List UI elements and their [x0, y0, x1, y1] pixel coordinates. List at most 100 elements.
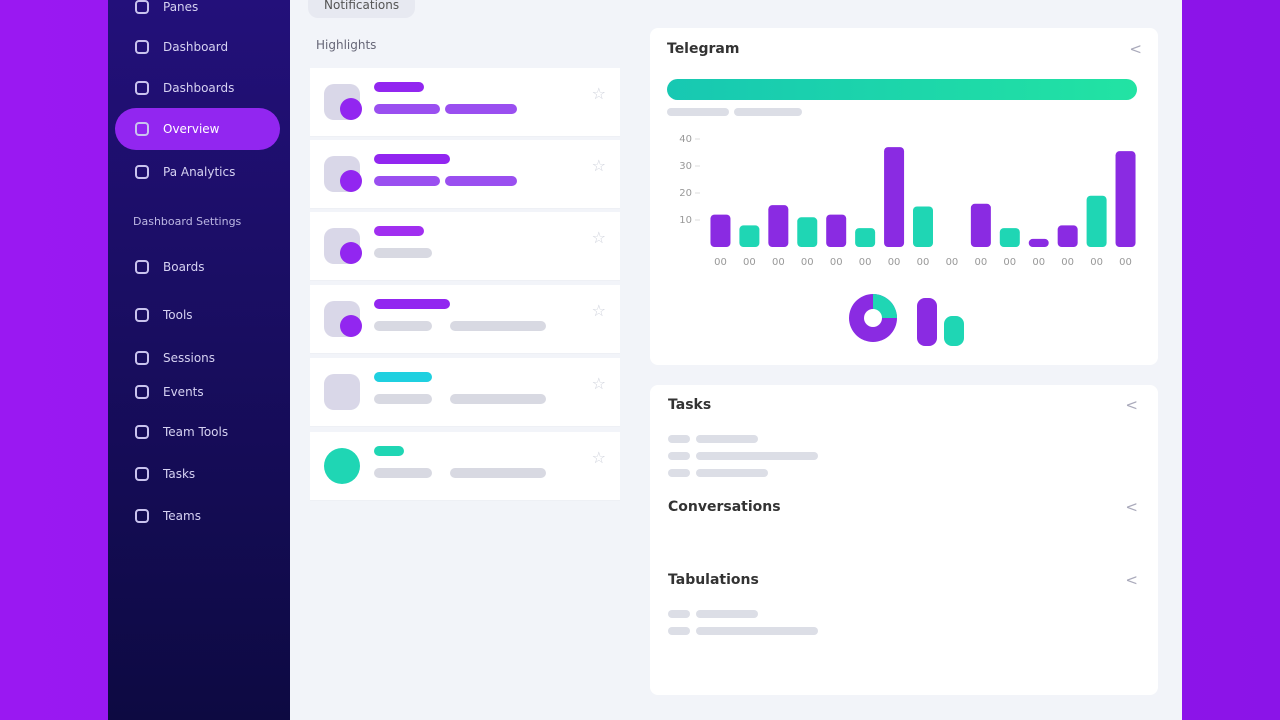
bar	[710, 214, 731, 247]
mini-bar	[944, 316, 964, 346]
nav-icon	[135, 122, 149, 136]
nav-label: Events	[163, 385, 204, 399]
placeholder	[696, 627, 818, 635]
placeholder	[734, 108, 802, 116]
x-tick-label: 00	[917, 257, 930, 268]
star[interactable]: ☆	[591, 374, 606, 393]
nav-icon	[135, 165, 149, 179]
nav-item[interactable]: Boards	[115, 246, 280, 288]
nav-label: Boards	[163, 260, 205, 274]
progress	[667, 79, 1137, 100]
x-tick-label: 00	[1061, 257, 1074, 268]
tab[interactable]: Notifications	[308, 0, 416, 18]
card-line	[374, 176, 440, 186]
star[interactable]: ☆	[591, 156, 606, 175]
nav-item[interactable]: Teams	[115, 495, 280, 537]
nav-icon	[135, 260, 149, 274]
bar	[884, 147, 905, 247]
y-tick-label: 20	[679, 188, 692, 199]
nav-icon	[135, 40, 149, 54]
share[interactable]: <	[1125, 571, 1138, 589]
x-tick-label: 00	[714, 257, 727, 268]
x-tick-label: 00	[830, 257, 843, 268]
nav-item[interactable]: Panes	[115, 0, 280, 28]
star[interactable]: ☆	[591, 84, 606, 103]
list-card[interactable]: ☆	[310, 212, 620, 281]
y-tick-label: 30	[679, 161, 692, 172]
placeholder	[668, 469, 690, 477]
card-line	[374, 226, 424, 236]
placeholder	[667, 108, 729, 116]
card-dot	[340, 98, 362, 120]
card-icon	[324, 374, 360, 410]
nav-item[interactable]: Pa Analytics	[115, 151, 280, 193]
share[interactable]: <	[1125, 498, 1138, 516]
placeholder	[696, 469, 768, 477]
list-card[interactable]: ☆	[310, 432, 620, 501]
y-tick-label: 40	[679, 134, 692, 145]
nav-label: Team Tools	[163, 425, 229, 439]
card-line	[445, 104, 517, 114]
sidebar: Dashboard Settings Panes Dashboard Dashboa…	[108, 0, 290, 720]
list-card[interactable]: ☆	[310, 140, 620, 209]
placeholder	[668, 452, 690, 460]
nav-item[interactable]: Events	[115, 371, 280, 413]
card-line	[374, 82, 424, 92]
nav-label: Dashboard	[163, 40, 229, 54]
nav-icon	[135, 385, 149, 399]
nav-label: Teams	[163, 509, 201, 523]
card-line	[374, 104, 440, 114]
placeholder	[668, 627, 690, 635]
x-tick-label: 00	[1090, 257, 1103, 268]
card-line	[374, 248, 432, 258]
mini-bar	[917, 298, 937, 346]
nav-icon	[135, 351, 149, 365]
card-line	[374, 394, 432, 404]
details-card: Tasks < Conversations < Tabulations <	[650, 385, 1158, 695]
star[interactable]: ☆	[591, 301, 606, 320]
nav-item[interactable]: Sessions	[115, 337, 280, 379]
nav-icon	[135, 81, 149, 95]
bar	[999, 228, 1020, 247]
x-tick-label: 00	[946, 257, 959, 268]
bar	[768, 205, 789, 247]
bar	[797, 217, 818, 247]
nav-label: Tasks	[163, 467, 196, 481]
nav-label: Sessions	[163, 351, 216, 365]
nav-icon	[135, 308, 149, 322]
nav-label: Overview	[163, 122, 220, 136]
nav-item[interactable]: Tasks	[115, 453, 280, 495]
nav-item[interactable]: Dashboards	[115, 67, 280, 109]
list-card[interactable]: ☆	[310, 68, 620, 137]
nav-label: Pa Analytics	[163, 165, 236, 179]
card-line	[374, 321, 432, 331]
card-line	[450, 468, 546, 478]
nav-item[interactable]: Team Tools	[115, 411, 280, 453]
star[interactable]: ☆	[591, 228, 606, 247]
x-tick-label: 00	[1032, 257, 1045, 268]
list-title: Highlights	[316, 38, 377, 52]
bar	[1028, 238, 1049, 247]
placeholder	[668, 435, 690, 443]
list-card[interactable]: ☆	[310, 358, 620, 427]
nav-item[interactable]: Tools	[115, 294, 280, 336]
share[interactable]: <	[1125, 396, 1138, 414]
bar	[913, 206, 933, 247]
nav-icon	[135, 467, 149, 481]
card-line	[445, 176, 517, 186]
star[interactable]: ☆	[591, 448, 606, 467]
nav-item[interactable]: Overview	[115, 108, 280, 150]
x-tick-label: 00	[1003, 257, 1016, 268]
card-line	[374, 154, 450, 164]
bar	[826, 214, 847, 247]
share[interactable]: <	[1129, 40, 1142, 58]
nav-label: Tools	[163, 308, 193, 322]
section-title: Tasks	[668, 397, 712, 413]
x-tick-label: 00	[743, 257, 756, 268]
x-tick-label: 00	[859, 257, 872, 268]
nav-item[interactable]: Dashboard	[115, 26, 280, 68]
card-dot	[340, 315, 362, 337]
list-card[interactable]: ☆	[310, 285, 620, 354]
card-line	[374, 446, 404, 456]
